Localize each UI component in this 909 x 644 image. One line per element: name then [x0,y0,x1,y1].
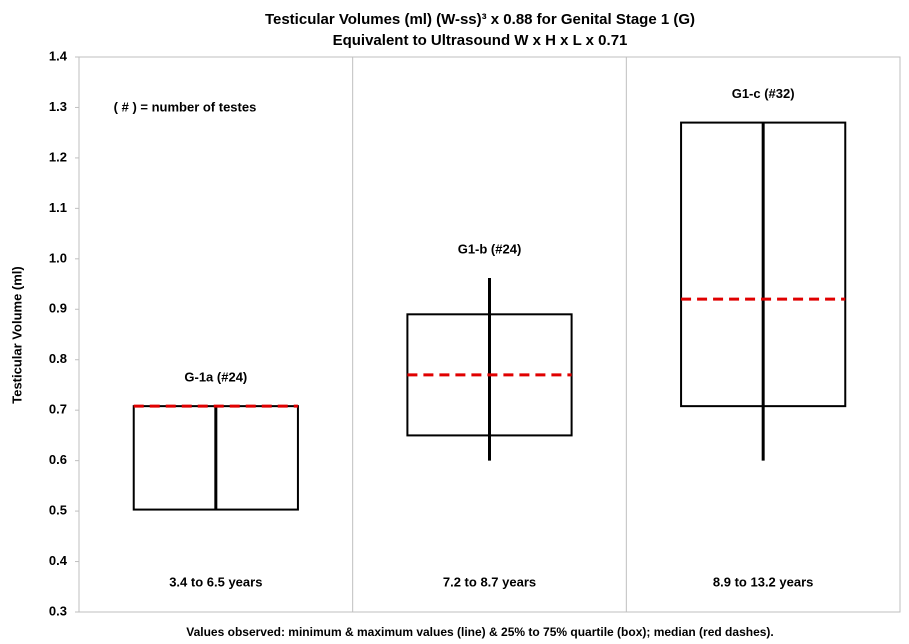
y-tick-label: 0.7 [49,402,67,417]
chart-subtitle: Equivalent to Ultrasound W x H x L x 0.7… [333,32,628,49]
age-range-label: 3.4 to 6.5 years [169,574,262,589]
box-label: G1-b (#24) [458,241,522,256]
y-tick-label: 0.9 [49,301,67,316]
plot-area [78,56,901,613]
age-range-label: 8.9 to 13.2 years [713,574,813,589]
annotation: ( # ) = number of testes [114,99,257,114]
y-tick-label: 1.2 [49,149,67,164]
y-tick-label: 0.4 [49,553,68,568]
box-label: G-1a (#24) [184,370,247,385]
y-tick-label: 0.5 [49,503,67,518]
y-tick-label: 0.8 [49,351,67,366]
y-tick-label: 1.1 [49,200,67,215]
chart-title: Testicular Volumes (ml) (W-ss)³ x 0.88 f… [265,11,695,28]
y-tick-label: 1.3 [49,99,67,114]
y-tick-label: 1.0 [49,250,67,265]
y-tick-label: 1.4 [49,48,68,63]
age-range-label: 7.2 to 8.7 years [443,574,536,589]
y-tick-label: 0.3 [49,603,67,618]
y-tick-label: 0.6 [49,452,67,467]
footnote: Values observed: minimum & maximum value… [186,625,774,639]
y-axis-label: Testicular Volume (ml) [9,266,24,404]
box-label: G1-c (#32) [732,86,795,101]
